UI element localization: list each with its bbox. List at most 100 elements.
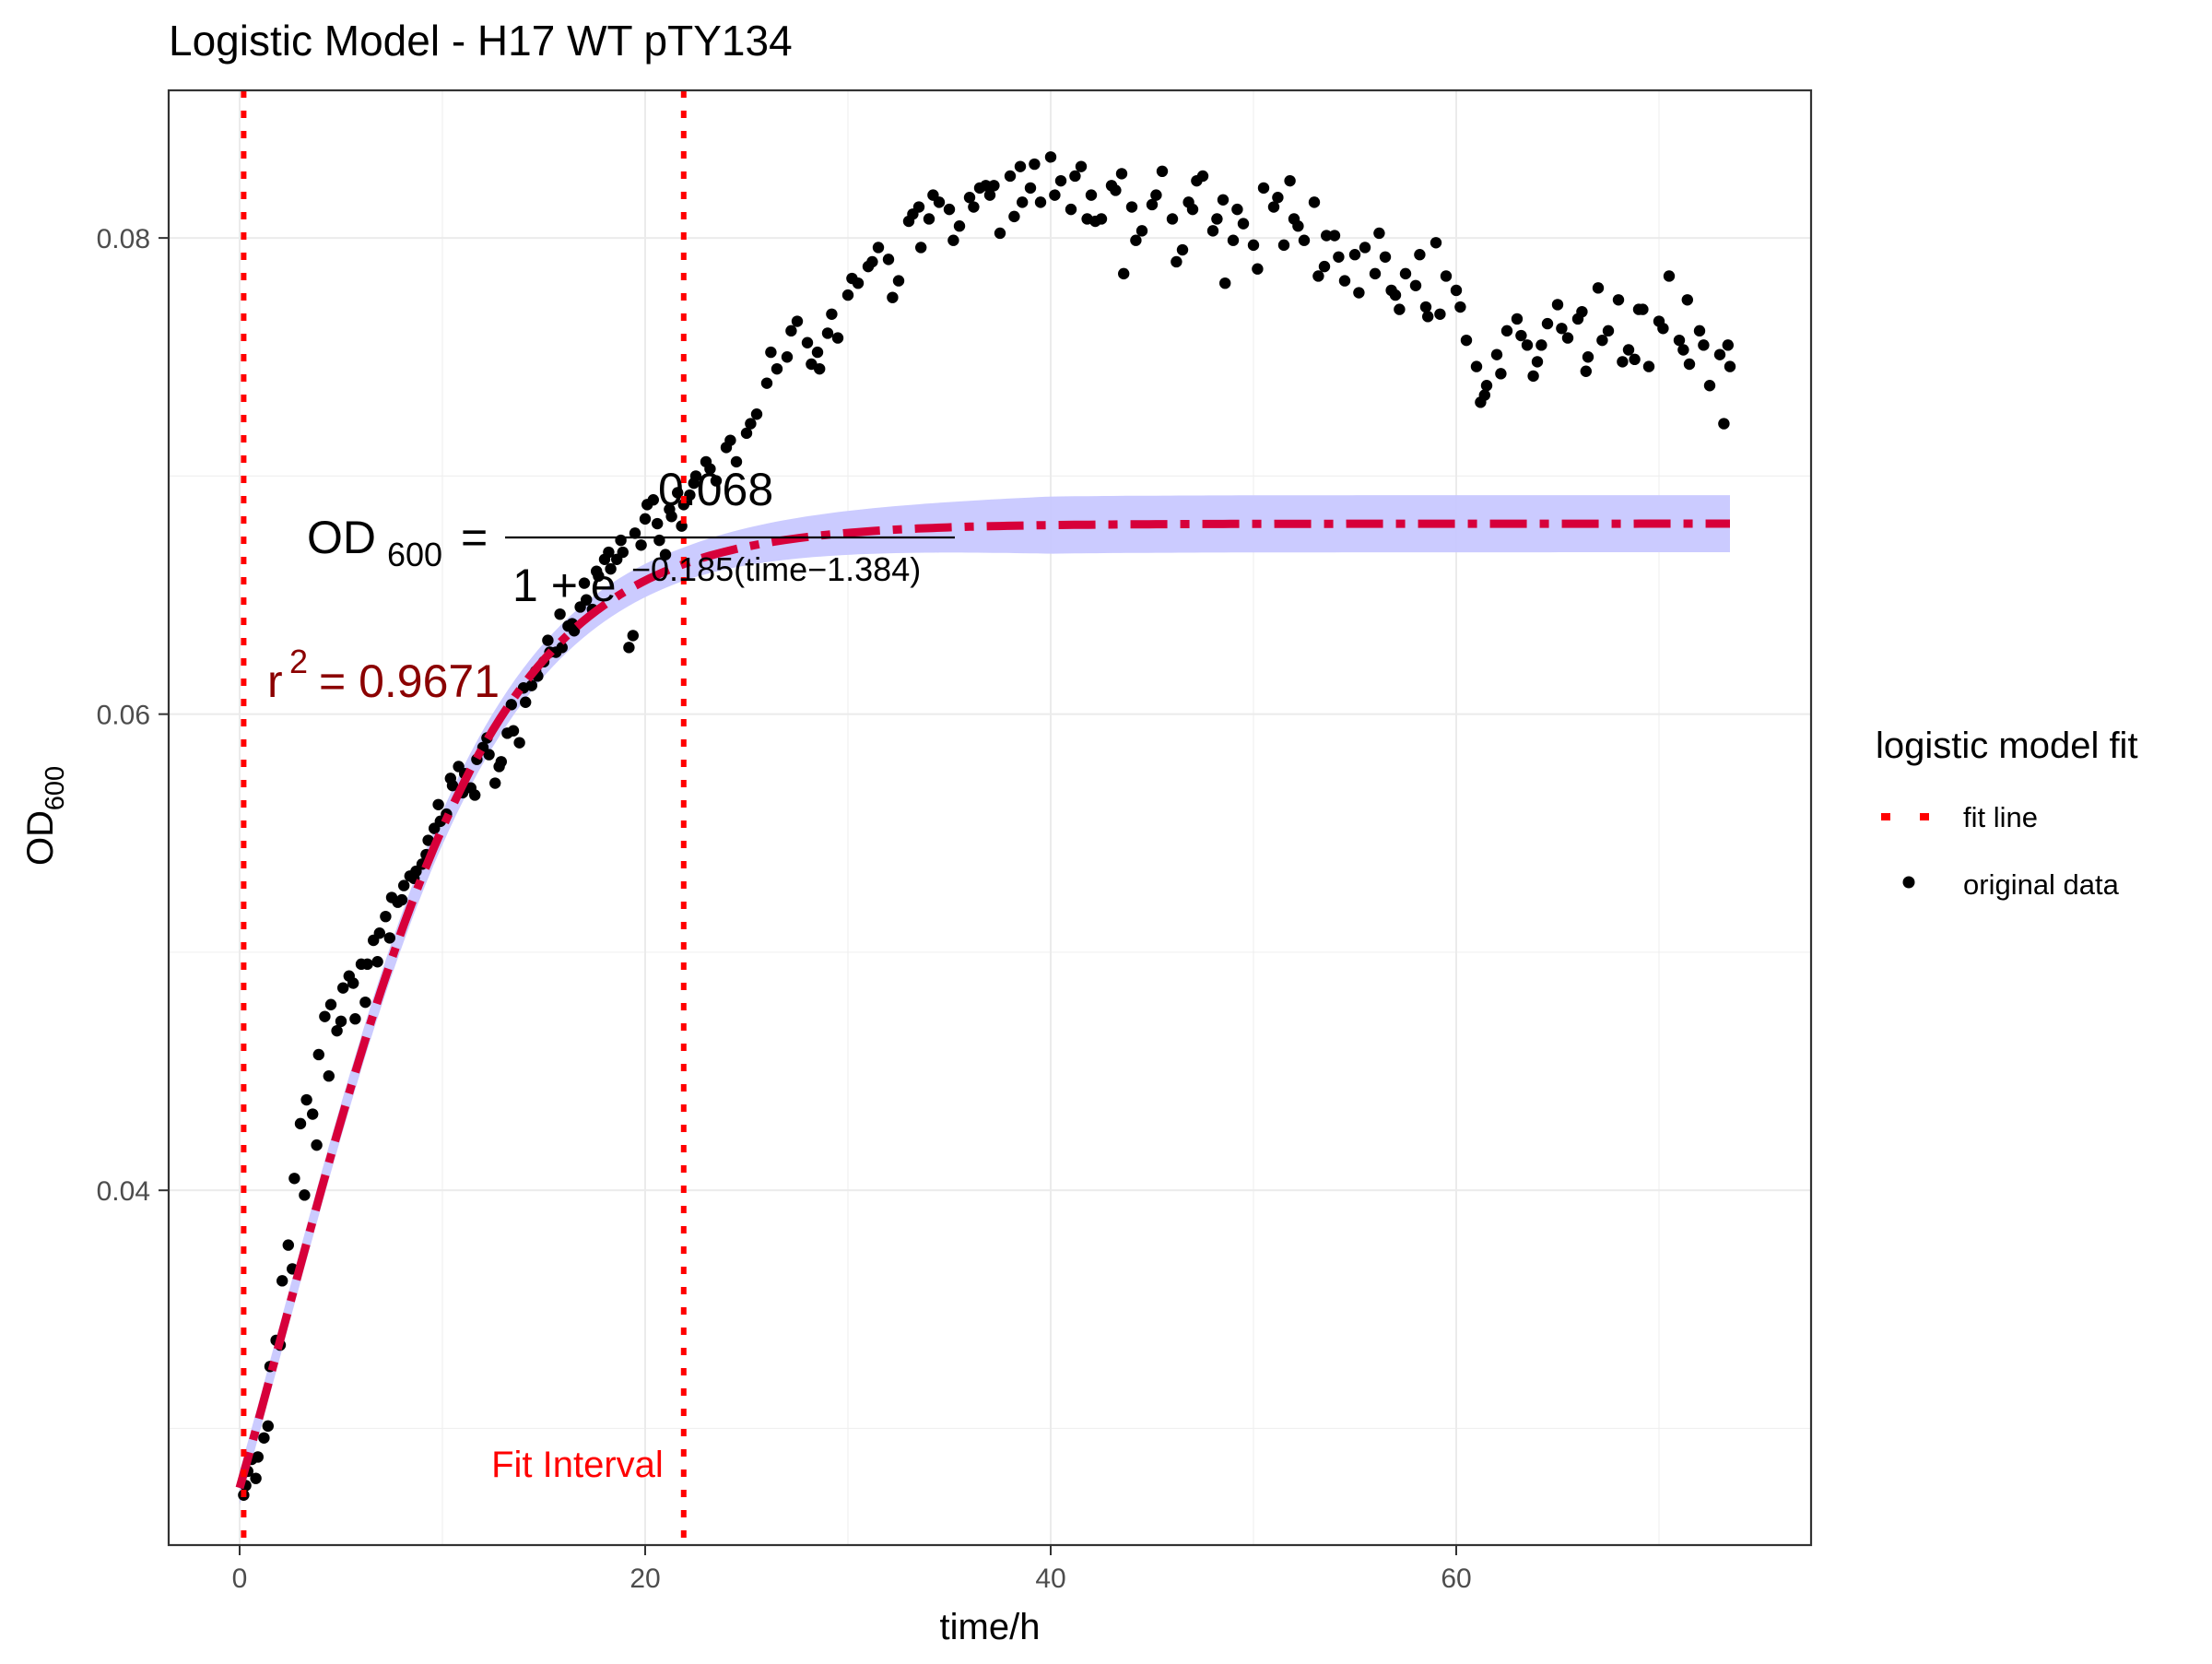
data-point	[1495, 368, 1507, 380]
data-point	[1014, 160, 1027, 172]
data-point	[1490, 348, 1503, 360]
equation-equals-sign: =	[461, 512, 488, 563]
data-point	[672, 487, 684, 499]
data-point	[337, 982, 349, 994]
data-point	[507, 725, 520, 737]
data-point	[395, 893, 408, 906]
data-point	[1527, 370, 1539, 383]
data-point	[730, 455, 743, 468]
data-point	[556, 642, 568, 654]
data-point	[684, 489, 696, 502]
data-point	[1582, 351, 1594, 363]
data-point	[841, 289, 854, 301]
data-point	[1379, 251, 1392, 263]
fit-line	[235, 519, 1730, 1490]
data-point	[659, 549, 672, 561]
data-point	[1718, 418, 1730, 430]
data-point	[1219, 277, 1231, 289]
data-point	[373, 927, 385, 939]
data-point	[1338, 275, 1351, 287]
data-point	[627, 630, 639, 642]
data-point	[1049, 189, 1061, 201]
data-point	[927, 189, 939, 201]
data-point	[821, 327, 834, 339]
data-point	[331, 1024, 343, 1037]
data-point	[765, 346, 777, 359]
data-point	[740, 427, 753, 440]
data-point	[1318, 260, 1331, 273]
plot-panel	[169, 90, 1811, 1545]
data-point	[1556, 323, 1568, 335]
r-squared-symbol: r	[267, 655, 283, 707]
data-point	[505, 699, 517, 711]
data-point	[760, 377, 773, 389]
data-point	[1683, 358, 1696, 371]
data-point	[617, 546, 629, 559]
data-point	[872, 242, 885, 254]
data-point	[323, 1070, 335, 1082]
legend: logistic model fit fit line original data	[1876, 726, 2138, 901]
data-point	[262, 1420, 274, 1433]
data-point	[578, 577, 591, 589]
data-point	[1308, 196, 1321, 208]
data-point	[603, 546, 615, 559]
data-point	[1130, 234, 1142, 246]
data-point	[1596, 334, 1608, 347]
data-point	[1227, 234, 1240, 246]
x-axis-tick-label: 0	[232, 1564, 248, 1594]
data-point	[380, 910, 392, 923]
data-point	[1075, 160, 1088, 172]
data-point	[1353, 287, 1365, 299]
data-point	[1551, 299, 1564, 311]
data-point	[489, 777, 501, 789]
data-point	[1217, 194, 1230, 207]
data-point	[1576, 305, 1588, 318]
data-point	[1440, 270, 1453, 282]
data-point	[1166, 213, 1179, 225]
data-point	[677, 499, 689, 511]
data-point	[1422, 311, 1434, 323]
data-point	[1044, 151, 1057, 163]
data-point	[980, 180, 992, 192]
data-point	[1617, 356, 1629, 368]
data-point	[542, 634, 554, 646]
data-point	[422, 834, 434, 846]
data-point	[307, 1108, 319, 1120]
data-point	[288, 1173, 300, 1185]
data-point	[483, 749, 495, 761]
data-point	[1592, 282, 1605, 294]
data-point	[1677, 344, 1689, 356]
data-point	[1247, 239, 1260, 252]
data-point	[1328, 230, 1341, 242]
data-point	[1312, 270, 1324, 282]
data-point	[276, 1275, 288, 1287]
chart-title: Logistic Model - H17 WT pTY134	[169, 17, 793, 65]
data-point	[1703, 380, 1716, 392]
data-point	[968, 201, 980, 213]
data-point	[1561, 332, 1574, 344]
data-point	[1191, 174, 1203, 187]
data-point	[1622, 344, 1635, 356]
data-point	[520, 696, 532, 708]
data-point	[1118, 267, 1130, 280]
data-point	[1257, 182, 1270, 195]
y-axis-tick-label: 0.06	[97, 701, 150, 731]
grid-lines	[169, 90, 1811, 1545]
data-point	[1673, 334, 1686, 347]
data-point	[801, 336, 814, 348]
data-point	[923, 213, 935, 225]
data-point	[1176, 243, 1189, 256]
data-point	[750, 408, 763, 420]
legend-original-data-key	[1902, 876, 1915, 889]
data-point	[814, 362, 826, 375]
data-point	[831, 332, 844, 344]
data-point	[811, 346, 824, 359]
data-point	[1681, 294, 1694, 306]
data-point	[1515, 329, 1527, 342]
data-point	[1373, 227, 1385, 240]
data-point	[826, 308, 838, 320]
data-point	[953, 220, 966, 232]
data-point	[688, 477, 700, 490]
